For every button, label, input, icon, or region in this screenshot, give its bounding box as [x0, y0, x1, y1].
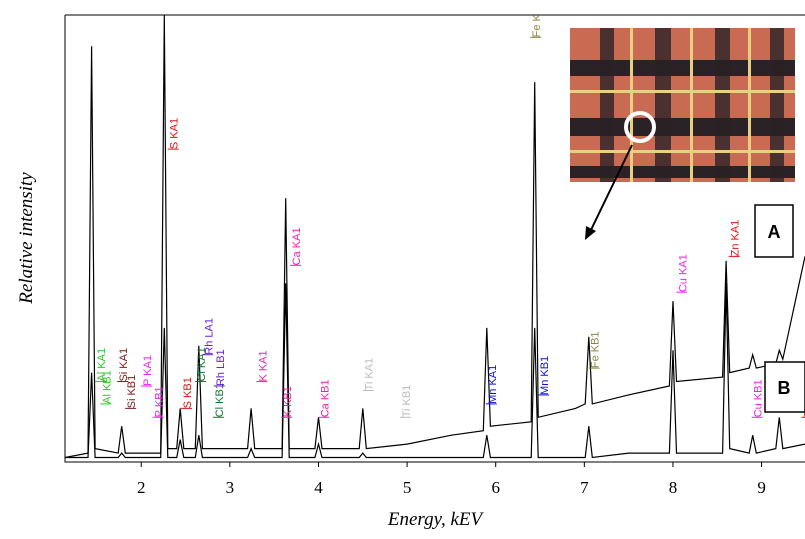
annotation: P KB1 — [154, 386, 166, 417]
annotation: Ti KB1 — [401, 385, 413, 418]
series-label: A — [768, 222, 781, 242]
x-tick-label: 6 — [491, 478, 500, 497]
x-tick-label: 9 — [757, 478, 766, 497]
annotation: K KA1 — [257, 350, 269, 381]
x-tick-label: 7 — [580, 478, 589, 497]
annotation: Rh LA1 — [203, 318, 215, 355]
annotation: S KA1 — [169, 118, 181, 149]
annotation: Ti KA1 — [364, 358, 376, 391]
inset-photo — [570, 28, 795, 182]
arrow — [585, 144, 633, 240]
x-axis-title: Energy, kEV — [387, 509, 485, 530]
spectrum-line — [65, 283, 805, 459]
x-tick-label: 4 — [314, 478, 323, 497]
annotation: Fe K — [531, 13, 543, 37]
annotation: Ca KB1 — [319, 379, 331, 417]
annotation: K KB1 — [282, 386, 294, 417]
annotation: Cl KA1 — [196, 347, 208, 381]
annotation: Si KA1 — [118, 348, 130, 382]
y-axis-title: Relative intensity — [16, 172, 37, 305]
x-tick-label: 3 — [226, 478, 235, 497]
series-label: B — [778, 378, 791, 398]
annotation: Cl KB1 — [214, 383, 226, 417]
annotation: Mn KB1 — [539, 356, 551, 395]
annotation: Fe KB1 — [590, 331, 602, 368]
spectrum-line — [65, 15, 805, 459]
x-tick-label: 5 — [403, 478, 412, 497]
annotation: Zn KA1 — [730, 220, 742, 257]
annotation: P KA1 — [142, 355, 154, 386]
annotation: Si KB1 — [126, 375, 138, 409]
annotation: Cu KB1 — [753, 379, 765, 417]
annotation: Al KB1 — [101, 370, 113, 404]
annotation: S KB1 — [182, 377, 194, 408]
annotation: Mn KA1 — [487, 365, 499, 404]
annotation: Rh LB1 — [215, 349, 227, 386]
axis-frame — [64, 14, 805, 463]
label-box — [764, 361, 805, 413]
annotation: Al KA1 — [96, 348, 108, 382]
annotation: Cu KA1 — [677, 254, 689, 292]
x-tick-label: 2 — [137, 478, 146, 497]
annotation: Ca KA1 — [291, 227, 303, 265]
label-box — [754, 204, 794, 258]
x-tick-label: 8 — [669, 478, 678, 497]
